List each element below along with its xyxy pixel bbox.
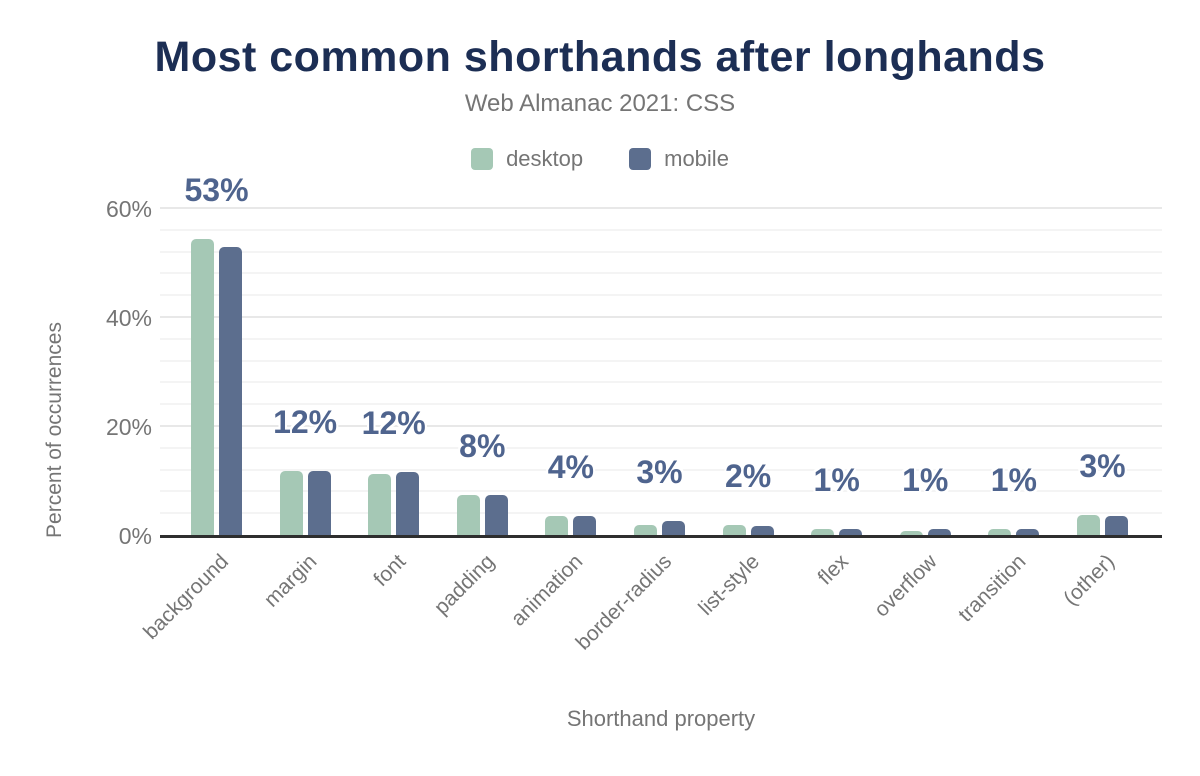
bar-mobile-overflow [927, 528, 951, 536]
x-axis-title: Shorthand property [566, 706, 756, 731]
bar-desktop-border-radius [633, 524, 657, 536]
bar-desktop-list-style [722, 524, 746, 536]
bar-mobile-animation [573, 515, 597, 536]
bar-value-label-margin: 12% [273, 403, 338, 440]
bar-desktop-font [368, 474, 392, 536]
bar-desktop-transition [988, 528, 1012, 536]
bar-mobile-transition [1016, 528, 1040, 536]
bar-desktop-padding [456, 495, 480, 536]
minor-gridline [160, 250, 1162, 253]
legend-item-mobile: mobile [629, 146, 729, 172]
bar-group-list-style: 2% list-style [694, 209, 774, 620]
minor-gridline [160, 228, 1162, 231]
bar-groups: 53% background 12% margin 12% font 8% padding 4%… [139, 172, 1162, 655]
bar-value-label-background: 53% [184, 171, 249, 208]
plot-area: 53% background 12% margin 12% font 8% padding 4%… [139, 172, 1162, 655]
minor-gridline [160, 294, 1162, 297]
x-tick-label-text: flex [813, 550, 853, 590]
bar-mobile-border-radius [661, 521, 685, 536]
major-gridline [160, 316, 1162, 318]
bar-desktop-(other) [1076, 515, 1100, 536]
bar-value-label-font: 12% [361, 405, 426, 442]
legend-swatch-desktop [471, 148, 494, 170]
bar-group-margin: 12% margin [260, 209, 337, 612]
bar-group-animation: 4% animation [506, 209, 597, 631]
bar-group-transition: 1% transition [954, 209, 1040, 627]
bar-mobile-flex [839, 528, 863, 536]
legend-item-desktop: desktop [471, 146, 583, 172]
x-tick-label-text: transition [953, 550, 1031, 627]
bar-group-border-radius: 3% border-radius [571, 209, 685, 655]
bar-value-label-padding: 8% [459, 428, 506, 465]
bar-mobile-margin [307, 470, 331, 536]
bar-group-background: 53% background [139, 172, 249, 644]
bar-value-label-(other): 3% [1079, 448, 1126, 485]
bar-mobile-(other) [1104, 515, 1128, 536]
minor-gridline [160, 446, 1162, 449]
bar-group-(other): 3% (other) [1059, 209, 1128, 610]
bar-mobile-list-style [750, 526, 774, 536]
bar-mobile-background [219, 247, 242, 536]
major-gridline [160, 207, 1162, 209]
bar-value-label-list-style: 2% [724, 457, 772, 494]
bar-desktop-flex [811, 529, 835, 536]
chart-title: Most common shorthands after longhands [154, 33, 1046, 81]
minor-gridline [160, 490, 1162, 493]
bar-value-label-border-radius: 3% [636, 454, 683, 491]
minor-gridline [160, 403, 1162, 406]
bar-value-label-flex: 1% [813, 461, 860, 498]
bar-value-label-overflow: 1% [902, 461, 949, 498]
major-gridline [160, 425, 1162, 427]
bar-desktop-animation [545, 516, 569, 536]
x-axis-line [160, 535, 1162, 538]
legend-label-mobile: mobile [664, 146, 729, 171]
minor-gridline [160, 381, 1162, 384]
x-tick-label-text: font [368, 550, 410, 592]
legend-label-desktop: desktop [506, 146, 584, 171]
x-tick-label-text: overflow [869, 550, 942, 622]
bar-group-overflow: 1% overflow [870, 209, 951, 622]
x-tick-label-text: list-style [694, 550, 765, 620]
bar-mobile-padding [484, 495, 508, 536]
x-tick-label-text: background [138, 550, 233, 644]
x-tick-label-text: margin [259, 550, 322, 612]
y-tick-label: 0% [118, 523, 152, 549]
bar-group-flex: 1% flex [811, 209, 863, 589]
y-tick-label: 60% [105, 196, 152, 222]
chart-subtitle: Web Almanac 2021: CSS [464, 90, 736, 117]
legend-swatch-mobile [629, 148, 652, 170]
bar-desktop-margin [279, 470, 303, 536]
bar-desktop-overflow [899, 530, 923, 536]
minor-gridline [160, 272, 1162, 275]
x-tick-label-text: (other) [1058, 550, 1119, 611]
bar-desktop-background [191, 238, 214, 536]
y-tick-label: 40% [105, 305, 152, 331]
minor-gridline [160, 337, 1162, 340]
x-tick-label-text: padding [429, 550, 499, 620]
x-tick-label-text: animation [506, 550, 588, 631]
minor-gridline [160, 359, 1162, 362]
minor-gridline [160, 468, 1162, 471]
bar-mobile-font [396, 472, 420, 536]
bar-group-padding: 8% padding [429, 209, 508, 619]
bar-value-label-transition: 1% [990, 461, 1037, 498]
y-tick-label: 20% [105, 414, 152, 440]
minor-gridline [160, 512, 1162, 515]
bar-group-font: 12% font [362, 209, 426, 591]
legend: desktop mobile [0, 146, 1200, 172]
bar-value-label-animation: 4% [547, 448, 594, 485]
